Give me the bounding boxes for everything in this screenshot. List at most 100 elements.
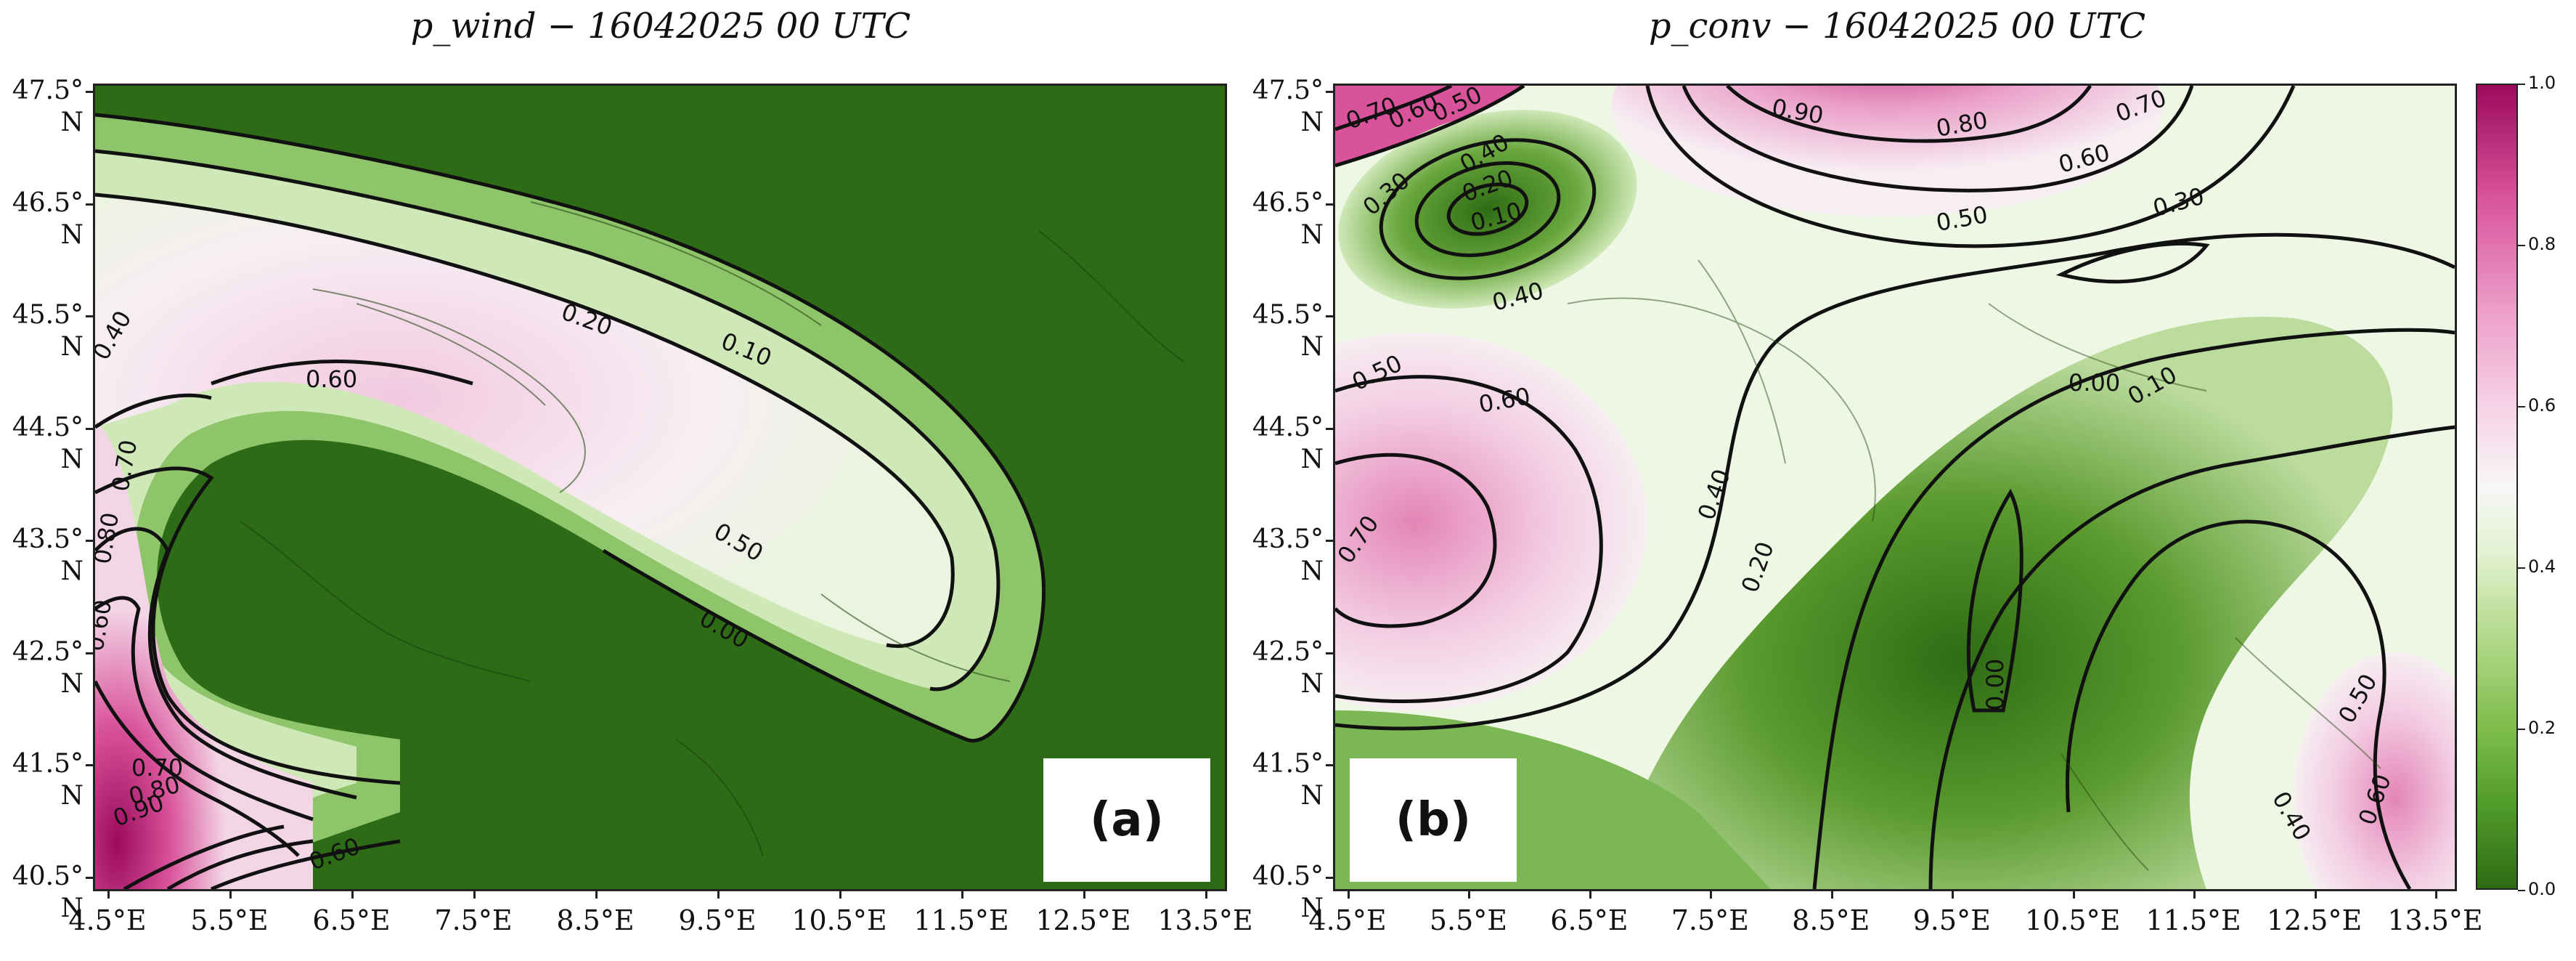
panel-a-lon-tick-label: 4.5°E xyxy=(68,904,147,936)
colorbar-tick-label: 0.2 xyxy=(2528,718,2556,738)
colorbar-tick xyxy=(2518,567,2525,569)
panel-a-lon-tick xyxy=(961,891,963,899)
colorbar-tick xyxy=(2518,890,2525,891)
panel-b-title-text: p_conv − 16042025 00 UTC xyxy=(1648,6,2146,46)
panel-a-lon-tick-label: 5.5°E xyxy=(190,904,269,936)
panel-a-lat-tick xyxy=(86,652,93,654)
panel-a-title-text: p_wind − 16042025 00 UTC xyxy=(410,6,911,46)
panel-b-lat-tick-part: N xyxy=(1300,332,1324,362)
panel-b-badge: (b) xyxy=(1350,758,1517,882)
panel-a-lon-tick-label: 6.5°E xyxy=(312,904,391,936)
panel-a-lat-tick-part: 41.5° xyxy=(12,749,83,779)
panel-b-lat-tick-part: N xyxy=(1300,108,1324,137)
panel-a-lat-tick-part: 43.5° xyxy=(12,524,83,555)
panel-b-lon-tick xyxy=(1830,891,1833,899)
panel-a-lon-tick-label: 9.5°E xyxy=(678,904,757,936)
panel-b-lat-tick-part: 45.5° xyxy=(1252,300,1324,331)
panel-a-lat-tick-part: N xyxy=(60,668,84,699)
panel-b-lon-tick-label: 8.5°E xyxy=(1792,904,1870,936)
panel-a-lon-tick-label: 12.5°E xyxy=(1035,904,1131,936)
panel-b-lon-tick-label: 10.5°E xyxy=(2024,904,2121,936)
panel-b-lat-tick-part: N xyxy=(1300,444,1324,474)
panel-a-lon-tick xyxy=(595,891,598,899)
panel-b-lon-tick xyxy=(2193,891,2196,899)
panel-b-lon-tick-label: 12.5°E xyxy=(2266,904,2363,936)
panel-a-lat-tick-part: 40.5° xyxy=(12,861,83,891)
panel-b-lat-tick-label: 42.5° N xyxy=(1247,636,1324,700)
panel-b-lat-tick-label: 44.5° N xyxy=(1247,412,1324,476)
panel-a-lat-tick xyxy=(86,877,93,879)
panel-b-lon-tick-label: 6.5°E xyxy=(1550,904,1629,936)
colorbar-tick-label: 0.0 xyxy=(2528,879,2556,899)
colorbar-tick-label: 0.8 xyxy=(2528,234,2556,254)
panel-a-title: p_wind − 16042025 00 UTC xyxy=(94,6,1227,46)
panel-a-lon-tick xyxy=(717,891,720,899)
panel-a-lon-tick xyxy=(1083,891,1085,899)
panel-b-lat-tick xyxy=(1326,315,1333,318)
panel-b-lon-tick-label: 9.5°E xyxy=(1912,904,1991,936)
panel-a-lat-tick-part: N xyxy=(60,893,84,923)
panel-b-lat-tick-label: 47.5° N xyxy=(1247,75,1324,139)
panel-b-lat-tick xyxy=(1326,427,1333,430)
colorbar xyxy=(2476,84,2518,890)
panel-a-lat-tick-label: 44.5° N xyxy=(7,412,83,476)
panel-b-lat-tick xyxy=(1326,764,1333,767)
panel-a-lat-tick xyxy=(86,91,93,93)
panel-a-lon-tick-label: 7.5°E xyxy=(434,904,513,936)
panel-b-contour-label: 0.00 xyxy=(2068,369,2120,397)
panel-b-lat-tick-part: 41.5° xyxy=(1252,749,1324,779)
panel-b-lat-tick xyxy=(1326,877,1333,879)
panel-a-lat-tick-part: N xyxy=(60,781,84,811)
panel-a-lat-tick xyxy=(86,427,93,430)
panel-b-lon-tick-label: 13.5°E xyxy=(2387,904,2483,936)
panel-a-lat-tick-part: N xyxy=(60,556,84,587)
colorbar-tick-label: 0.4 xyxy=(2528,556,2556,577)
panel-b-lon-tick xyxy=(1952,891,1955,899)
panel-a-lat-tick-label: 40.5° N xyxy=(7,861,83,925)
panel-a-map: 0.20 0.10 0.40 0.60 0.50 0.00 0.80 0.70 … xyxy=(93,84,1227,891)
panel-b-lat-tick xyxy=(1326,540,1333,543)
panel-b-lon-tick xyxy=(2435,891,2437,899)
panel-b-lat-tick-part: 46.5° xyxy=(1252,187,1324,218)
panel-a-lon-tick-label: 11.5°E xyxy=(913,904,1009,936)
panel-b-lon-tick xyxy=(1710,891,1713,899)
panel-b-lon-tick xyxy=(2072,891,2075,899)
panel-a-lat-tick-label: 41.5° N xyxy=(7,748,83,812)
panel-b-lat-tick-part: 40.5° xyxy=(1252,861,1324,891)
colorbar-tick-label: 1.0 xyxy=(2528,73,2556,93)
panel-a-lat-tick-part: 45.5° xyxy=(12,300,83,331)
colorbar-tick xyxy=(2518,84,2525,85)
panel-b-map: 0.70 0.60 0.50 0.40 0.30 0.20 0.10 0.90 … xyxy=(1333,84,2457,891)
panel-b-lat-tick-part: N xyxy=(1300,893,1324,923)
panel-a-badge: (a) xyxy=(1043,758,1210,882)
panel-a-lon-tick xyxy=(107,891,110,899)
colorbar-tick xyxy=(2518,729,2525,730)
panel-a-lon-tick xyxy=(351,891,354,899)
panel-a-lat-tick-label: 46.5° N xyxy=(7,187,83,251)
colorbar-tick xyxy=(2518,245,2525,246)
panel-b-lat-tick-part: N xyxy=(1300,219,1324,250)
panel-b-lat-tick-label: 41.5° N xyxy=(1247,748,1324,812)
panel-a-lat-tick-label: 43.5° N xyxy=(7,524,83,588)
panel-b-lat-tick-part: 44.5° xyxy=(1252,412,1324,442)
panel-a-contour-label: 0.70 xyxy=(131,754,183,782)
panel-b-title: p_conv − 16042025 00 UTC xyxy=(1334,6,2460,46)
panel-a-lon-tick xyxy=(839,891,841,899)
panel-a-lat-tick-label: 45.5° N xyxy=(7,299,83,363)
panel-b-lon-tick xyxy=(1468,891,1471,899)
panel-a-lon-tick-label: 13.5°E xyxy=(1157,904,1253,936)
panel-b-lon-tick xyxy=(1348,891,1350,899)
panel-a-lat-tick-part: 42.5° xyxy=(12,636,83,667)
panel-a-lon-tick xyxy=(229,891,232,899)
panel-a-lat-tick xyxy=(86,540,93,543)
panel-b-lat-tick-part: 42.5° xyxy=(1252,636,1324,667)
panel-a-lat-tick-part: N xyxy=(60,444,84,474)
panel-b-lat-tick xyxy=(1326,652,1333,654)
panel-b-lat-tick-label: 43.5° N xyxy=(1247,524,1324,588)
panel-b-contour-label: 0.00 xyxy=(1981,659,2009,710)
panel-a-lat-tick xyxy=(86,203,93,206)
panel-b-lat-tick-part: N xyxy=(1300,781,1324,811)
panel-a-lon-tick-label: 10.5°E xyxy=(791,904,887,936)
panel-b-lat-tick-part: N xyxy=(1300,668,1324,699)
panel-b-lon-tick xyxy=(1589,891,1591,899)
